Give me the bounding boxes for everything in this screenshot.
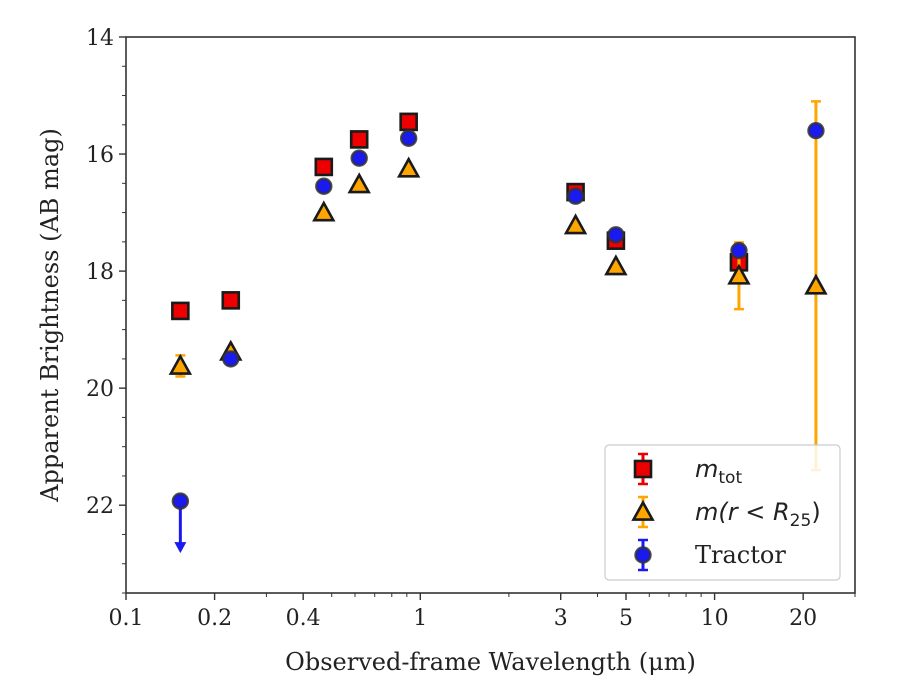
legend-marker-circle [634,546,652,564]
series-triangle [168,100,828,472]
y-tick-label: 20 [86,377,114,402]
x-tick-label: 3 [554,606,568,631]
x-axis-label: Observed-frame Wavelength (μm) [285,648,696,676]
y-tick-label: 16 [86,143,114,168]
data-point-square [314,157,334,177]
legend-label: m(r < R25) [695,498,821,531]
series-circle [171,121,825,554]
data-point-square [349,130,369,149]
x-tick-label: 0.2 [197,606,232,631]
data-point-circle [607,226,625,244]
data-point-triangle [563,213,588,235]
data-point-triangle [168,353,193,375]
data-point-circle [350,149,368,167]
plot-frame [125,36,856,594]
legend-marker-triangle [631,499,655,521]
y-tick-label: 14 [86,26,114,51]
data-point-circle [730,241,748,260]
x-tick-label: 20 [789,606,817,631]
legend: mtot m(r < R25) Tractor [604,444,841,581]
data-point-triangle [396,156,421,178]
data-point-circle [807,121,825,140]
data-point-circle [315,177,333,195]
x-tick-label: 1 [413,606,427,631]
y-axis-label: Apparent Brightness (AB mag) [36,128,64,503]
x-tick-label: 0.4 [286,606,321,631]
data-point-square [171,301,190,321]
data-point-circle [399,129,418,147]
legend-label: Tractor [695,541,786,569]
data-point-square [221,291,241,310]
data-point-circle [171,492,190,510]
data-point-circle [566,187,585,205]
legend-marker-square [633,459,653,479]
series-square [171,112,749,321]
data-point-triangle [312,200,336,222]
ticks-layer: 0.1 0.2 0.4 1 3 5 10 20 14 16 18 20 22 [86,26,856,631]
y-tick-label: 18 [86,260,114,285]
x-tick-label: 5 [619,606,633,631]
x-tick-label: 0.1 [109,606,144,631]
data-point-triangle [604,254,628,276]
legend-box [604,444,841,581]
x-tick-label: 10 [701,606,729,631]
points-layer [168,100,828,554]
data-point-triangle [347,172,371,194]
data-point-triangle [727,263,751,285]
upper-limit-arrowhead [174,542,187,554]
data-point-square [399,112,418,132]
legend-label: mtot [695,455,742,488]
y-tick-label: 22 [86,494,114,519]
data-point-circle [222,350,240,368]
data-point-triangle [804,273,828,295]
